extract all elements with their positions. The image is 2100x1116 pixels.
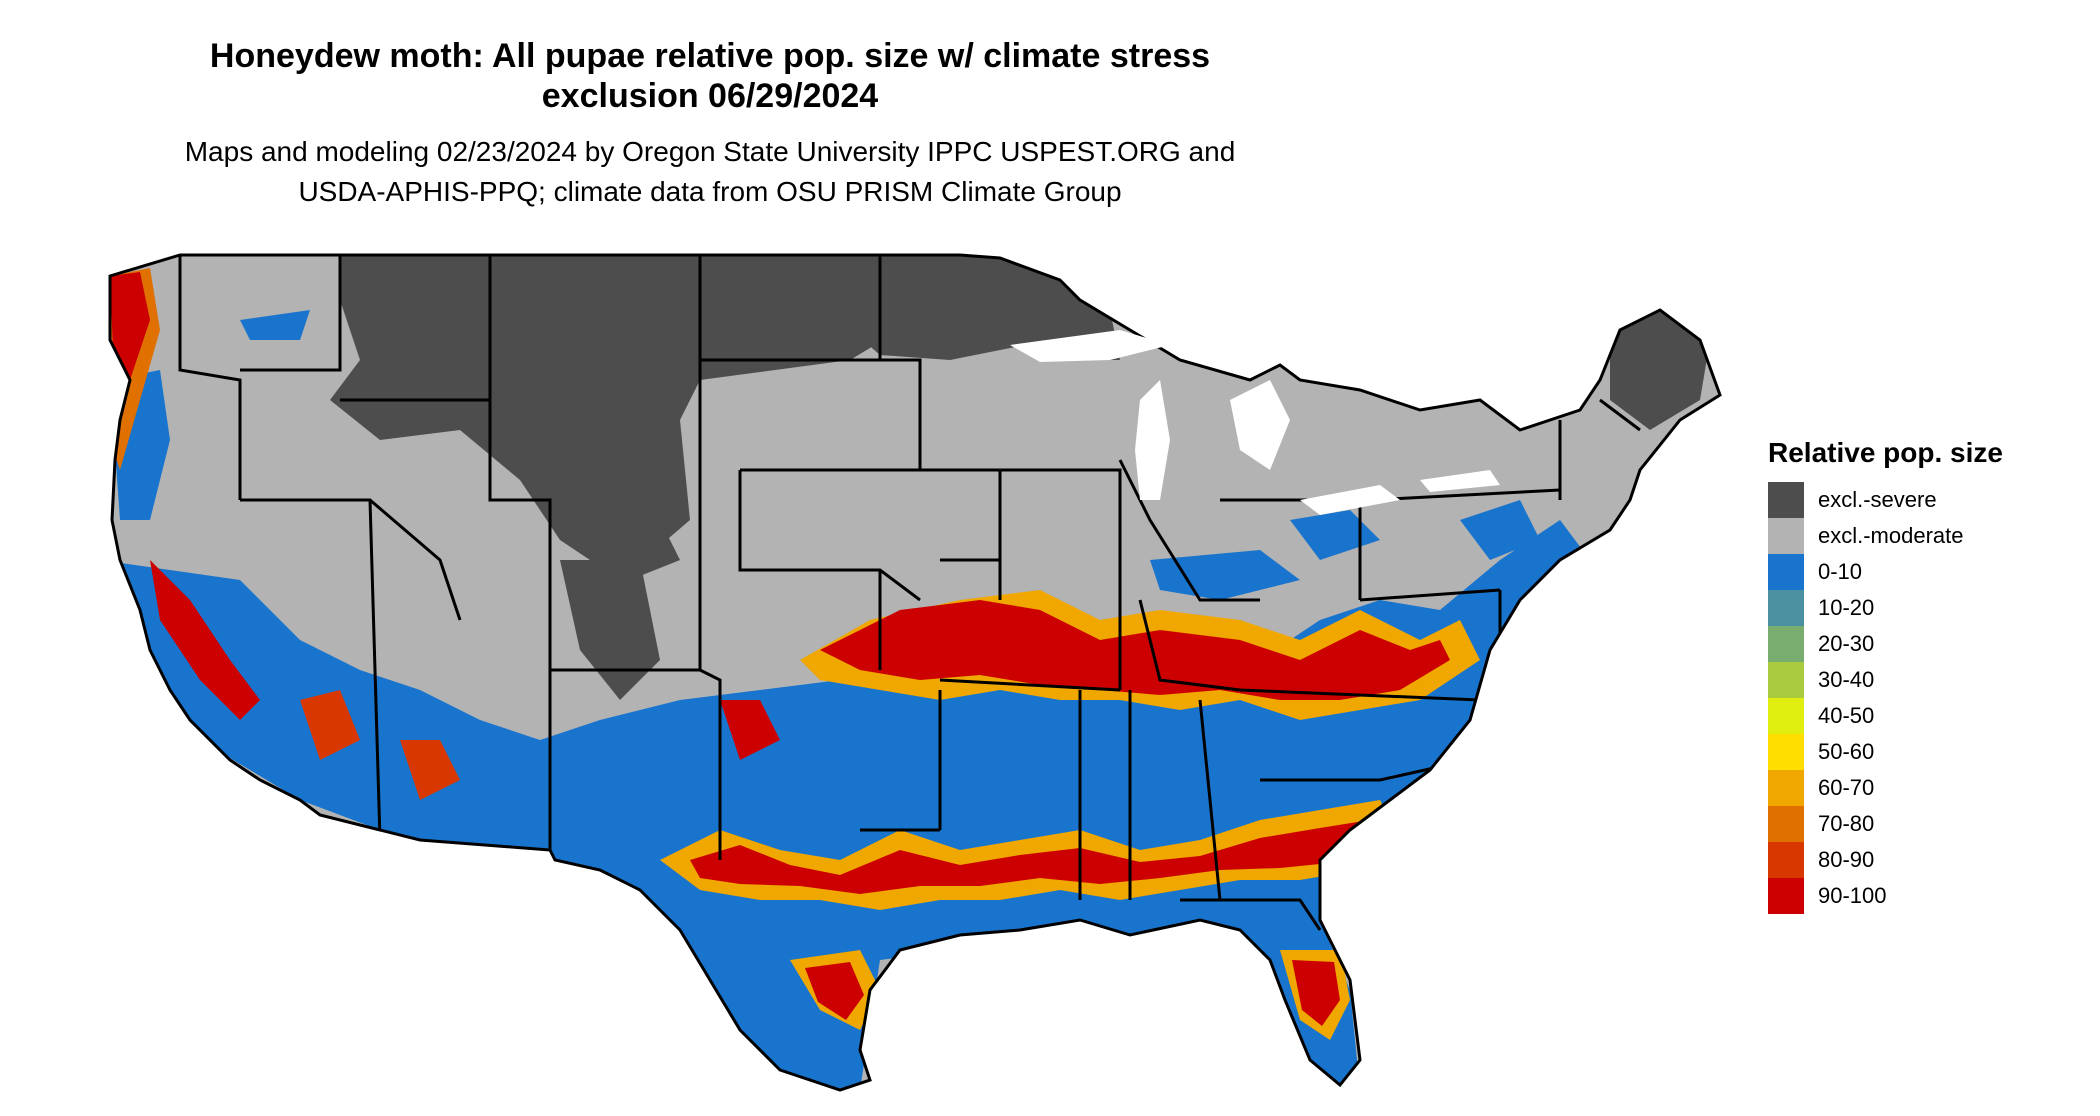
legend-item: 0-10 <box>1768 554 2068 590</box>
map-title-line-1: Honeydew moth: All pupae relative pop. s… <box>209 37 1211 75</box>
legend-swatch <box>1768 806 1804 842</box>
legend-item: 50-60 <box>1768 734 2068 770</box>
legend-item: excl.-moderate <box>1768 518 2068 554</box>
legend-swatch <box>1768 734 1804 770</box>
high-population-zones <box>110 268 1480 1040</box>
legend-item: 70-80 <box>1768 806 2068 842</box>
map-title: Honeydew moth: All pupae relative pop. s… <box>0 36 1420 116</box>
legend-swatch <box>1768 518 1804 554</box>
legend-label: 20-30 <box>1818 631 1875 656</box>
legend-label: 70-80 <box>1818 811 1875 836</box>
map-title-line-2: exclusion 06/29/2024 <box>541 77 879 115</box>
legend-label: 90-100 <box>1818 883 1887 908</box>
legend-label: 0-10 <box>1818 559 1863 584</box>
legend-label: 30-40 <box>1818 667 1875 692</box>
legend-swatch <box>1768 590 1804 626</box>
legend-item: excl.-severe <box>1768 482 2068 518</box>
legend-swatch <box>1768 662 1804 698</box>
legend-item: 80-90 <box>1768 842 2068 878</box>
legend-swatch <box>1768 842 1804 878</box>
great-lakes <box>1010 330 1500 515</box>
map-fill <box>110 255 1720 1090</box>
legend-label: 60-70 <box>1818 775 1875 800</box>
legend-item: 40-50 <box>1768 698 2068 734</box>
legend-item: 60-70 <box>1768 770 2068 806</box>
legend-item: 30-40 <box>1768 662 2068 698</box>
legend-label: 80-90 <box>1818 847 1875 872</box>
legend-title: Relative pop. size <box>1768 437 2003 468</box>
legend-items: excl.-severe excl.-moderate 0-10 10-20 20-30… <box>1768 482 2068 914</box>
legend-swatch <box>1768 482 1804 518</box>
legend-item: 20-30 <box>1768 626 2068 662</box>
legend-label: excl.-severe <box>1818 487 1937 512</box>
legend-item: 90-100 <box>1768 878 2068 914</box>
legend-swatch <box>1768 554 1804 590</box>
legend-swatch <box>1768 878 1804 914</box>
legend-swatch <box>1768 626 1804 662</box>
map-subtitle-line-1: Maps and modeling 02/23/2024 by Oregon S… <box>184 136 1236 167</box>
legend-label: 50-60 <box>1818 739 1875 764</box>
legend-label: 10-20 <box>1818 595 1875 620</box>
legend: Relative pop. size excl.-severe excl.-mod… <box>1768 436 2068 914</box>
map-subtitle: Maps and modeling 02/23/2024 by Oregon S… <box>0 132 1420 212</box>
severe-exclusion-zones <box>330 255 1710 700</box>
legend-label: 40-50 <box>1818 703 1875 728</box>
state-borders <box>178 255 1641 931</box>
legend-label: excl.-moderate <box>1818 523 1964 548</box>
legend-swatch <box>1768 770 1804 806</box>
us-outline <box>108 253 1722 1092</box>
map-subtitle-line-2: USDA-APHIS-PPQ; climate data from OSU PR… <box>298 176 1122 207</box>
legend-item: 10-20 <box>1768 590 2068 626</box>
legend-swatch <box>1768 698 1804 734</box>
